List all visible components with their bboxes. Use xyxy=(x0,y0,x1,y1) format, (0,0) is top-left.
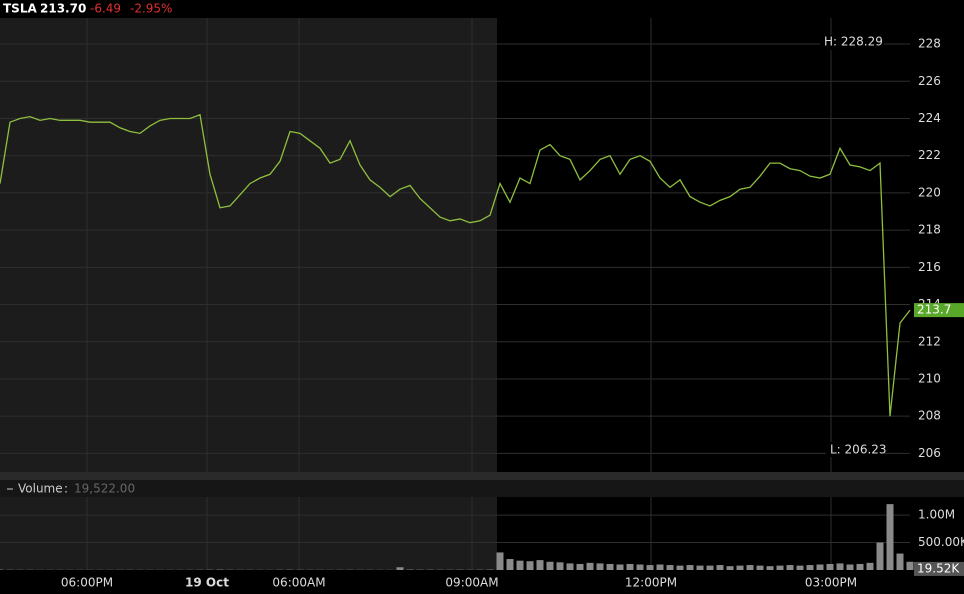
volume-bar xyxy=(616,564,624,570)
volume-bar xyxy=(656,564,664,570)
volume-bar xyxy=(606,563,614,570)
low-label: L: 206.23 xyxy=(830,443,887,457)
y-tick-label: 208 xyxy=(918,409,941,423)
y-tick-label: 226 xyxy=(918,74,941,88)
y-tick-label: 228 xyxy=(918,37,941,51)
y-tick-label: 220 xyxy=(918,185,941,199)
x-tick-label: 12:00PM xyxy=(625,576,677,590)
x-tick-label: 06:00AM xyxy=(272,576,325,590)
last-label: 213.7 xyxy=(917,303,951,317)
symbol: TSLA xyxy=(3,2,37,16)
header-bar xyxy=(0,0,964,18)
y-tick-label: 1.00M xyxy=(918,508,955,522)
volume-bar xyxy=(846,564,854,570)
volume-bar xyxy=(906,561,914,570)
volume-bar xyxy=(766,566,774,570)
volume-bar xyxy=(876,542,884,570)
extended-hours-shade xyxy=(0,18,497,472)
x-tick-label: 06:00PM xyxy=(61,576,113,590)
volume-bar xyxy=(516,560,524,570)
volume-bar xyxy=(806,565,814,570)
y-tick-label: 224 xyxy=(918,111,941,125)
y-tick-label: 216 xyxy=(918,260,941,274)
volume-bar xyxy=(626,563,634,570)
volume-bar xyxy=(696,565,704,570)
last-tag xyxy=(914,561,964,576)
y-tick-label: 206 xyxy=(918,446,941,460)
volume-bar xyxy=(886,504,894,570)
price-line xyxy=(0,113,911,417)
last-label: 19.52K xyxy=(917,561,960,575)
x-axis-bar xyxy=(0,570,964,594)
volume-bar xyxy=(546,561,554,570)
volume-bar xyxy=(596,563,604,570)
volume-bar xyxy=(756,565,764,570)
last-tag xyxy=(914,303,964,318)
volume-header xyxy=(0,480,964,497)
y-tick-label: 500.00K xyxy=(918,535,964,549)
volume-current: 19,522.00 xyxy=(74,482,135,496)
volume-bar xyxy=(856,563,864,570)
volume-bar xyxy=(396,567,404,570)
volume-bar xyxy=(716,565,724,570)
volume-bar xyxy=(726,566,734,570)
volume-bar xyxy=(566,563,574,570)
volume-bar xyxy=(536,560,544,570)
volume-label: Volume xyxy=(18,482,63,496)
separator xyxy=(0,472,964,480)
x-tick-label: 03:00PM xyxy=(805,576,857,590)
volume-bar xyxy=(746,565,754,570)
volume-bar xyxy=(786,565,794,570)
change-pct: -2.95% xyxy=(130,2,172,16)
y-tick-label: 212 xyxy=(918,334,941,348)
volume-bar xyxy=(556,562,564,570)
low-label-bg xyxy=(826,442,884,457)
volume-bar xyxy=(586,562,594,570)
volume-bar xyxy=(896,553,904,570)
volume-bar xyxy=(526,561,534,570)
volume-bar xyxy=(826,563,834,570)
volume-shade xyxy=(0,497,497,570)
volume-bar xyxy=(506,559,514,570)
volume-bar xyxy=(636,564,644,570)
volume-bar xyxy=(836,563,844,570)
change: -6.49 xyxy=(90,2,121,16)
volume-bar xyxy=(816,564,824,570)
y-tick-label: 222 xyxy=(918,148,941,162)
high-label-bg xyxy=(820,35,884,50)
y-tick-label: 210 xyxy=(918,371,941,385)
volume-bar xyxy=(686,565,694,570)
volume-bar xyxy=(576,563,584,570)
volume-bar xyxy=(496,552,504,570)
x-tick-label: 19 Oct xyxy=(185,576,229,590)
x-tick-label: 09:00AM xyxy=(445,576,498,590)
y-tick-label: 218 xyxy=(918,223,941,237)
high-label: H: 228.29 xyxy=(824,35,883,49)
volume-bar xyxy=(706,565,714,570)
price: 213.70 xyxy=(40,2,86,16)
volume-bar xyxy=(736,565,744,570)
volume-bar xyxy=(796,565,804,570)
volume-colon: : xyxy=(64,482,68,496)
volume-bar xyxy=(866,562,874,570)
volume-bar xyxy=(676,565,684,570)
volume-bar xyxy=(646,565,654,570)
volume-bar xyxy=(666,565,674,570)
volume-bar xyxy=(776,565,784,570)
